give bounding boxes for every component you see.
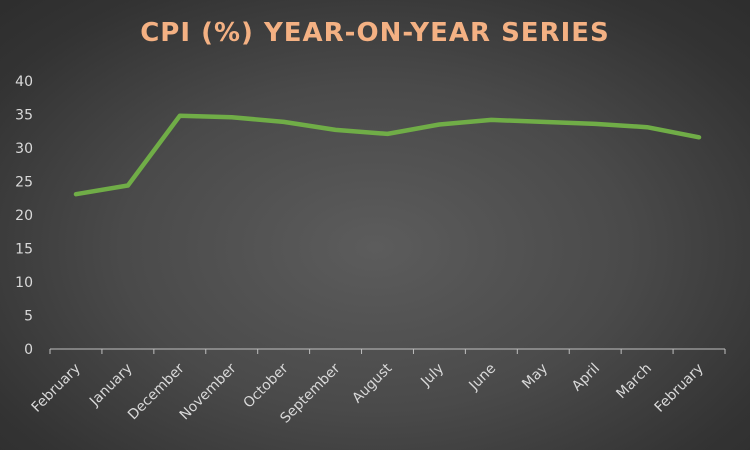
x-tick-label: March — [613, 361, 654, 402]
x-tick-label: November — [177, 360, 240, 423]
x-tick-label: January — [86, 361, 136, 411]
y-tick-label: 30 — [15, 141, 33, 157]
y-tick-label: 20 — [15, 208, 33, 224]
y-axis: 0 5 10 15 20 25 30 35 40 — [15, 74, 33, 358]
x-tick-label: June — [466, 361, 500, 395]
y-tick-label: 10 — [15, 275, 33, 291]
chart-title: CPI (%) YEAR-ON-YEAR SERIES — [140, 18, 610, 48]
x-tick-label: July — [417, 361, 447, 391]
y-tick-label: 15 — [15, 242, 33, 258]
x-tick-label: February — [652, 361, 707, 416]
y-tick-label: 40 — [15, 74, 33, 90]
x-tick-label: May — [519, 361, 551, 393]
x-tick-label: April — [569, 361, 603, 395]
y-tick-label: 35 — [15, 108, 33, 124]
y-tick-label: 25 — [15, 175, 33, 191]
x-tick-label: October — [241, 360, 292, 411]
y-tick-label: 0 — [24, 342, 33, 358]
y-tick-label: 5 — [24, 309, 33, 325]
x-tick-label: August — [349, 360, 395, 406]
cpi-series-line — [73, 113, 702, 197]
x-tick-label: February — [29, 361, 84, 416]
